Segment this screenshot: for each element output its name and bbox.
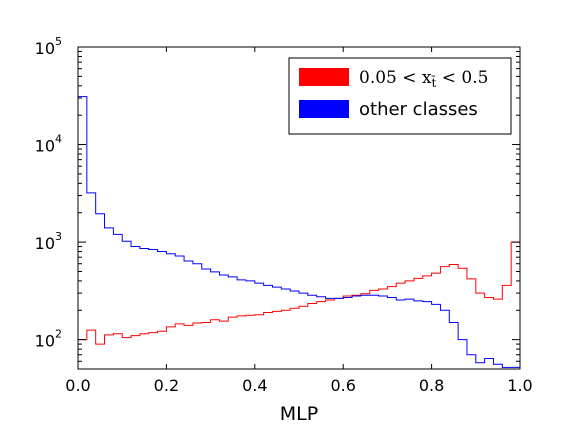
- legend-entry-label: other classes: [359, 99, 478, 120]
- x-tick-label: 0.0: [65, 376, 90, 395]
- x-tick-label: 0.6: [330, 376, 355, 395]
- y-tick-label: 105: [35, 35, 62, 58]
- x-tick-label: 1.0: [507, 376, 532, 395]
- y-tick-label: 103: [35, 230, 62, 253]
- x-tick-label: 0.8: [419, 376, 444, 395]
- series-1-histogram-line: [78, 96, 520, 369]
- x-axis-label: MLP: [280, 403, 318, 425]
- legend-swatch: [299, 100, 349, 118]
- plot-area: [78, 96, 520, 369]
- legend-entry-label: 0.05 < xt̄ < 0.5: [359, 68, 488, 90]
- y-tick-label: 104: [35, 133, 62, 156]
- x-tick-label: 0.2: [154, 376, 179, 395]
- legend-swatch: [299, 68, 349, 86]
- series-0-histogram-line: [78, 241, 520, 369]
- plot-frame: [77, 46, 521, 370]
- legend: 0.05 < xt̄ < 0.5 other classes: [288, 57, 512, 135]
- y-tick-label: 102: [35, 328, 62, 351]
- x-tick-label: 0.4: [242, 376, 267, 395]
